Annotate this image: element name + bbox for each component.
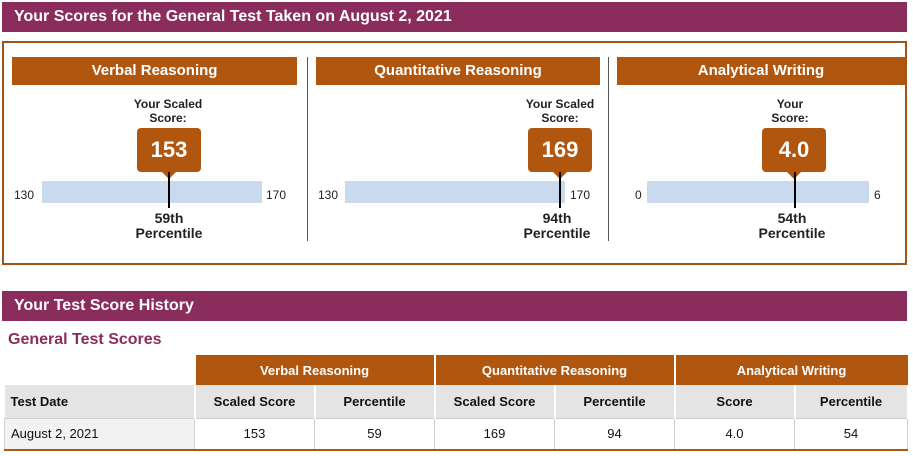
- verbal-score-track: [42, 181, 262, 203]
- group-header-quant: Quantitative Reasoning: [433, 355, 675, 385]
- col-header-test-date: Test Date: [4, 385, 196, 418]
- cell-verbal-scaled: 153: [194, 417, 315, 451]
- col-header-quant-scaled: Scaled Score: [434, 385, 556, 418]
- quant-scaled-label: Your Scaled Score:: [525, 97, 595, 125]
- verbal-score-marker: [167, 172, 170, 208]
- cell-quant-scaled: 169: [434, 417, 555, 451]
- quant-min-label: 130: [318, 188, 339, 202]
- table-group-header-row: Verbal Reasoning Quantitative Reasoning …: [4, 355, 908, 385]
- table-corner: [4, 355, 195, 385]
- scores-title: Your Scores for the General Test Taken o…: [14, 8, 452, 25]
- col-header-verbal-scaled: Scaled Score: [194, 385, 316, 418]
- quant-score-marker: [558, 172, 561, 208]
- writing-panel-header: Analytical Writing: [617, 57, 905, 85]
- writing-score-marker: [794, 172, 797, 208]
- verbal-score-badge: 153: [137, 128, 201, 179]
- history-title: Your Test Score History: [14, 297, 194, 314]
- writing-score-badge: 4.0: [762, 128, 826, 179]
- writing-max-label: 6: [874, 188, 881, 202]
- col-header-verbal-percentile: Percentile: [314, 385, 436, 418]
- verbal-panel-header: Verbal Reasoning: [12, 57, 297, 85]
- score-panels: Verbal Reasoning Your Scaled Score: 153 1…: [2, 41, 907, 265]
- table-row: August 2, 2021 153 59 169 94 4.0 54: [4, 417, 908, 451]
- quant-max-label: 170: [570, 188, 591, 202]
- verbal-score-panel: Verbal Reasoning Your Scaled Score: 153 1…: [4, 43, 307, 263]
- score-history-table: Verbal Reasoning Quantitative Reasoning …: [4, 355, 909, 451]
- verbal-scaled-label: Your Scaled Score:: [133, 97, 203, 125]
- quant-score-panel: Quantitative Reasoning Your Scaled Score:…: [308, 43, 608, 263]
- history-subtitle: General Test Scores: [8, 331, 162, 348]
- cell-verbal-percentile: 59: [314, 417, 435, 451]
- quant-panel-header: Quantitative Reasoning: [316, 57, 600, 85]
- verbal-max-label: 170: [266, 188, 287, 202]
- col-header-quant-percentile: Percentile: [554, 385, 676, 418]
- history-title-bar: Your Test Score History: [2, 291, 907, 321]
- group-header-writing: Analytical Writing: [673, 355, 908, 385]
- verbal-min-label: 130: [14, 188, 35, 202]
- cell-writing-score: 4.0: [674, 417, 795, 451]
- cell-writing-percentile: 54: [794, 417, 908, 451]
- quant-score-badge: 169: [528, 128, 592, 179]
- writing-percentile: 54th Percentile: [758, 210, 826, 241]
- table-column-header-row: Test Date Scaled Score Percentile Scaled…: [4, 385, 909, 418]
- writing-score-panel: Analytical Writing Your Score: 4.0 0 6 54…: [609, 43, 905, 263]
- col-header-writing-percentile: Percentile: [794, 385, 909, 418]
- cell-test-date: August 2, 2021: [4, 417, 195, 451]
- group-header-verbal: Verbal Reasoning: [193, 355, 435, 385]
- verbal-percentile: 59th Percentile: [135, 210, 203, 241]
- panel-divider: [307, 57, 308, 241]
- panel-divider: [608, 57, 609, 241]
- col-header-writing-score: Score: [674, 385, 796, 418]
- cell-quant-percentile: 94: [554, 417, 675, 451]
- quant-score-track: [345, 181, 565, 203]
- scores-title-bar: Your Scores for the General Test Taken o…: [2, 2, 907, 32]
- writing-min-label: 0: [635, 188, 642, 202]
- quant-percentile: 94th Percentile: [523, 210, 591, 241]
- writing-score-track: [647, 181, 869, 203]
- writing-scaled-label: Your Score:: [771, 97, 809, 125]
